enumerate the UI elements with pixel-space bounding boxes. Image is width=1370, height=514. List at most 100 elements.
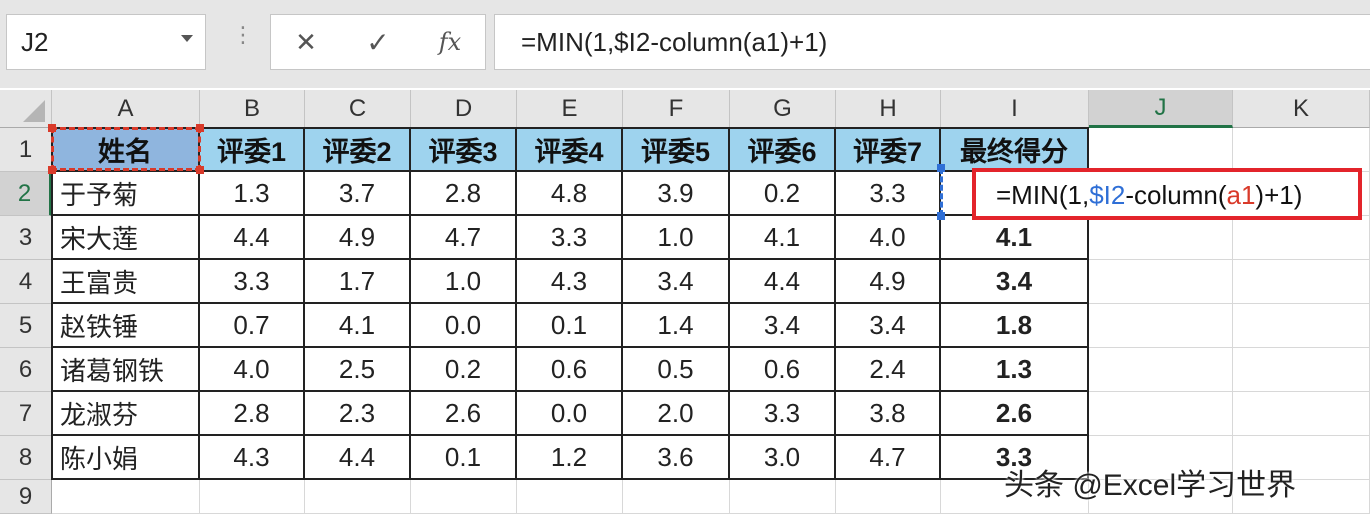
score-cell[interactable]: 1.3 bbox=[200, 172, 305, 216]
header-cell[interactable]: 姓名 bbox=[52, 128, 200, 172]
cell-empty[interactable] bbox=[1233, 304, 1370, 348]
score-cell[interactable]: 0.6 bbox=[517, 348, 623, 392]
header-cell[interactable]: 评委3 bbox=[411, 128, 517, 172]
enter-button[interactable]: ✓ bbox=[353, 23, 403, 61]
header-cell[interactable]: 评委1 bbox=[200, 128, 305, 172]
score-cell[interactable]: 3.3 bbox=[517, 216, 623, 260]
final-score-cell[interactable]: 1.8 bbox=[941, 304, 1089, 348]
header-cell[interactable]: 评委5 bbox=[623, 128, 730, 172]
score-cell[interactable]: 2.3 bbox=[305, 392, 411, 436]
score-cell[interactable]: 4.3 bbox=[517, 260, 623, 304]
name-cell[interactable]: 于予菊 bbox=[52, 172, 200, 216]
select-all-button[interactable] bbox=[0, 90, 52, 128]
score-cell[interactable]: 4.3 bbox=[200, 436, 305, 480]
name-cell[interactable]: 宋大莲 bbox=[52, 216, 200, 260]
name-cell[interactable]: 赵铁锤 bbox=[52, 304, 200, 348]
row-header-8[interactable]: 8 bbox=[0, 436, 52, 480]
row-header-1[interactable]: 1 bbox=[0, 128, 52, 172]
row-header-4[interactable]: 4 bbox=[0, 260, 52, 304]
row-header-3[interactable]: 3 bbox=[0, 216, 52, 260]
score-cell[interactable]: 3.8 bbox=[836, 392, 941, 436]
column-header-k[interactable]: K bbox=[1233, 90, 1370, 128]
cell-empty[interactable] bbox=[1233, 128, 1370, 172]
score-cell[interactable]: 1.7 bbox=[305, 260, 411, 304]
column-header-d[interactable]: D bbox=[411, 90, 517, 128]
score-cell[interactable]: 0.5 bbox=[623, 348, 730, 392]
score-cell[interactable]: 4.7 bbox=[836, 436, 941, 480]
final-score-cell[interactable]: 2.6 bbox=[941, 392, 1089, 436]
header-cell[interactable]: 最终得分 bbox=[941, 128, 1089, 172]
score-cell[interactable]: 4.1 bbox=[730, 216, 836, 260]
cell-empty[interactable] bbox=[1089, 128, 1233, 172]
score-cell[interactable]: 2.4 bbox=[836, 348, 941, 392]
header-cell[interactable]: 评委6 bbox=[730, 128, 836, 172]
cell-empty[interactable] bbox=[517, 480, 623, 514]
column-header-h[interactable]: H bbox=[836, 90, 941, 128]
score-cell[interactable]: 1.0 bbox=[623, 216, 730, 260]
row-header-5[interactable]: 5 bbox=[0, 304, 52, 348]
range-handle[interactable] bbox=[196, 124, 204, 132]
editing-cell-j2[interactable]: =MIN(1,$I2-column(a1)+1) bbox=[972, 168, 1362, 220]
cell-empty[interactable] bbox=[411, 480, 517, 514]
cell-empty[interactable] bbox=[1089, 304, 1233, 348]
score-cell[interactable]: 4.0 bbox=[200, 348, 305, 392]
name-box[interactable]: J2 bbox=[6, 14, 206, 70]
score-cell[interactable]: 1.0 bbox=[411, 260, 517, 304]
column-header-f[interactable]: F bbox=[623, 90, 730, 128]
score-cell[interactable]: 4.0 bbox=[836, 216, 941, 260]
name-cell[interactable]: 诸葛钢铁 bbox=[52, 348, 200, 392]
cell-empty[interactable] bbox=[305, 480, 411, 514]
score-cell[interactable]: 1.4 bbox=[623, 304, 730, 348]
score-cell[interactable]: 4.1 bbox=[305, 304, 411, 348]
range-handle[interactable] bbox=[48, 124, 56, 132]
score-cell[interactable]: 4.9 bbox=[305, 216, 411, 260]
column-header-e[interactable]: E bbox=[517, 90, 623, 128]
score-cell[interactable]: 0.7 bbox=[200, 304, 305, 348]
row-header-9[interactable]: 9 bbox=[0, 480, 52, 514]
score-cell[interactable]: 4.4 bbox=[305, 436, 411, 480]
column-header-b[interactable]: B bbox=[200, 90, 305, 128]
score-cell[interactable]: 3.4 bbox=[836, 304, 941, 348]
score-cell[interactable]: 3.4 bbox=[623, 260, 730, 304]
score-cell[interactable]: 3.0 bbox=[730, 436, 836, 480]
cell-empty[interactable] bbox=[1089, 392, 1233, 436]
score-cell[interactable]: 2.0 bbox=[623, 392, 730, 436]
column-header-a[interactable]: A bbox=[52, 90, 200, 128]
header-cell[interactable]: 评委4 bbox=[517, 128, 623, 172]
final-score-cell[interactable]: 4.1 bbox=[941, 216, 1089, 260]
column-header-j[interactable]: J bbox=[1089, 90, 1233, 128]
score-cell[interactable]: 0.6 bbox=[730, 348, 836, 392]
cancel-button[interactable]: ✕ bbox=[281, 23, 331, 61]
cell-empty[interactable] bbox=[623, 480, 730, 514]
score-cell[interactable]: 4.9 bbox=[836, 260, 941, 304]
score-cell[interactable]: 3.3 bbox=[200, 260, 305, 304]
score-cell[interactable]: 3.3 bbox=[836, 172, 941, 216]
row-header-6[interactable]: 6 bbox=[0, 348, 52, 392]
score-cell[interactable]: 4.4 bbox=[200, 216, 305, 260]
name-cell[interactable]: 王富贵 bbox=[52, 260, 200, 304]
cell-empty[interactable] bbox=[1233, 260, 1370, 304]
score-cell[interactable]: 0.2 bbox=[411, 348, 517, 392]
cell-empty[interactable] bbox=[200, 480, 305, 514]
score-cell[interactable]: 4.7 bbox=[411, 216, 517, 260]
final-score-cell[interactable]: 3.4 bbox=[941, 260, 1089, 304]
score-cell[interactable]: 3.9 bbox=[623, 172, 730, 216]
range-handle[interactable] bbox=[937, 164, 945, 172]
score-cell[interactable]: 3.6 bbox=[623, 436, 730, 480]
cell-empty[interactable] bbox=[1089, 348, 1233, 392]
header-cell[interactable]: 评委2 bbox=[305, 128, 411, 172]
score-cell[interactable]: 0.0 bbox=[517, 392, 623, 436]
score-cell[interactable]: 3.7 bbox=[305, 172, 411, 216]
cell-empty[interactable] bbox=[1089, 216, 1233, 260]
cell-empty[interactable] bbox=[1233, 392, 1370, 436]
score-cell[interactable]: 0.2 bbox=[730, 172, 836, 216]
score-cell[interactable]: 2.6 bbox=[411, 392, 517, 436]
column-header-g[interactable]: G bbox=[730, 90, 836, 128]
score-cell[interactable]: 0.0 bbox=[411, 304, 517, 348]
cell-empty[interactable] bbox=[730, 480, 836, 514]
score-cell[interactable]: 0.1 bbox=[517, 304, 623, 348]
column-header-i[interactable]: I bbox=[941, 90, 1089, 128]
column-header-c[interactable]: C bbox=[305, 90, 411, 128]
name-cell[interactable]: 陈小娟 bbox=[52, 436, 200, 480]
cell-empty[interactable] bbox=[52, 480, 200, 514]
